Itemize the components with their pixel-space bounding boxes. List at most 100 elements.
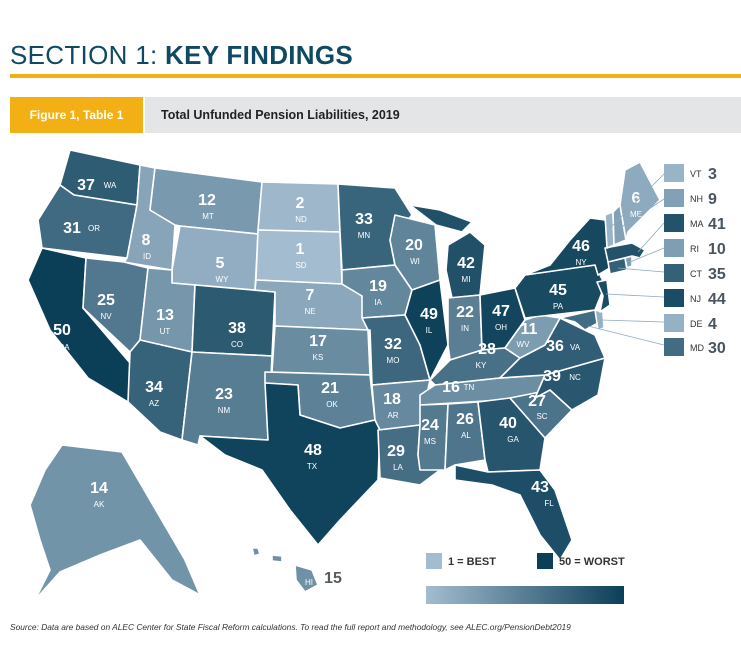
rank-nv: 25 xyxy=(97,292,115,309)
abbr-fl: FL xyxy=(544,499,554,508)
legend-worst-swatch xyxy=(537,553,553,569)
callout-swatch-nj xyxy=(664,289,684,307)
abbr-al: AL xyxy=(461,431,471,440)
rank-ny: 46 xyxy=(572,238,590,255)
label-sd: 1 SD xyxy=(295,241,306,270)
abbr-il: IL xyxy=(426,326,433,335)
rank-mo: 32 xyxy=(384,336,402,353)
abbr-tx: TX xyxy=(307,462,318,471)
label-co: 38 CO xyxy=(228,320,246,349)
label-ks: 17 KS xyxy=(309,333,327,362)
state-fl xyxy=(454,464,573,561)
rank-va: 36 xyxy=(546,338,564,355)
label-tn: 16 TN xyxy=(442,379,474,396)
abbr-mi: MI xyxy=(462,275,471,284)
state-ak xyxy=(29,444,201,601)
callout-rank-nh: 9 xyxy=(708,191,717,208)
abbr-or: OR xyxy=(88,224,100,233)
rank-wv: 11 xyxy=(521,321,538,338)
label-oh: 47 OH xyxy=(492,303,510,332)
rank-ks: 17 xyxy=(309,333,327,350)
rank-ut: 13 xyxy=(156,307,174,324)
callout-rank-nj: 44 xyxy=(708,291,726,308)
rank-wi: 20 xyxy=(405,237,423,254)
label-ky: 28 KY xyxy=(476,341,496,370)
abbr-sc: SC xyxy=(536,412,547,421)
callout-abbr-vt: VT xyxy=(690,169,702,179)
callout-nh: NH 9 xyxy=(619,189,717,229)
callout-rank-ct: 35 xyxy=(708,266,726,283)
legend-worst-label: 50 = WORST xyxy=(559,556,625,568)
label-ne: 7 NE xyxy=(304,287,315,316)
callout-abbr-nj: NJ xyxy=(690,294,701,304)
label-hi: HI 15 xyxy=(305,570,342,587)
label-ia: 19 IA xyxy=(369,278,387,307)
callout-rank-ma: 41 xyxy=(708,216,726,233)
label-mi: 42 MI xyxy=(457,255,475,284)
rank-pa: 45 xyxy=(549,282,567,299)
label-az: 34 AZ xyxy=(145,379,163,408)
abbr-ks: KS xyxy=(313,353,324,362)
abbr-ms: MS xyxy=(424,437,436,446)
abbr-nv: NV xyxy=(100,312,112,321)
label-ca: 50 CA xyxy=(53,322,71,352)
callout-abbr-nh: NH xyxy=(690,194,703,204)
figure-tab: Figure 1, Table 1 xyxy=(10,97,143,133)
rank-me: 6 xyxy=(632,190,641,207)
callout-md: MD 30 xyxy=(587,325,726,357)
callout-ri: RI 10 xyxy=(629,239,726,263)
rank-al: 26 xyxy=(456,411,474,428)
label-me: 6 ME xyxy=(630,190,642,219)
abbr-mt: MT xyxy=(202,212,214,221)
label-id: 8 ID xyxy=(142,232,152,261)
rank-ky: 28 xyxy=(478,341,496,358)
label-mo: 32 MO xyxy=(384,336,402,365)
callout-rank-de: 4 xyxy=(708,316,717,333)
rank-ga: 40 xyxy=(499,415,517,432)
callout-rank-ri: 10 xyxy=(708,241,726,258)
rank-ak: 14 xyxy=(90,480,108,497)
state-hi-islands-2 xyxy=(271,554,283,563)
label-ak: 14 AK xyxy=(90,480,108,509)
rank-mn: 33 xyxy=(355,211,373,228)
label-va: 36 VA xyxy=(546,338,581,355)
abbr-ak: AK xyxy=(94,500,105,509)
label-pa: 45 PA xyxy=(549,282,567,311)
label-ny: 46 NY xyxy=(572,238,590,267)
callout-ct: CT 35 xyxy=(617,264,726,283)
callout-swatch-ri xyxy=(664,239,684,257)
rank-tn: 16 xyxy=(442,379,460,396)
rank-hi: 15 xyxy=(324,570,342,587)
callout-swatch-de xyxy=(664,314,684,332)
state-hi xyxy=(294,564,319,593)
abbr-ok: OK xyxy=(326,400,338,409)
rank-oh: 47 xyxy=(492,303,510,320)
callout-abbr-ri: RI xyxy=(690,244,699,254)
label-wa: 37 WA xyxy=(77,177,117,194)
rank-nm: 23 xyxy=(215,386,233,403)
callout-ma: MA 41 xyxy=(637,214,726,253)
state-md xyxy=(559,309,601,331)
rank-sc: 27 xyxy=(528,393,546,410)
abbr-nc: NC xyxy=(569,373,581,382)
callout-nj: NJ 44 xyxy=(605,289,726,308)
label-la: 29 LA xyxy=(387,443,405,472)
callout-de: DE 4 xyxy=(600,314,717,333)
callout-abbr-md: MD xyxy=(690,343,704,353)
label-ok: 21 OK xyxy=(321,380,339,409)
rank-ms: 24 xyxy=(421,417,439,434)
callout-abbr-ct: CT xyxy=(690,269,702,279)
legend-gradient-bar xyxy=(426,586,624,604)
callout-abbr-de: DE xyxy=(690,319,703,329)
rank-or: 31 xyxy=(63,220,81,237)
abbr-ca: CA xyxy=(58,343,70,352)
rank-nd: 2 xyxy=(296,195,305,212)
label-ms: 24 MS xyxy=(421,417,439,446)
callout-swatch-md xyxy=(664,338,684,356)
label-wi: 20 WI xyxy=(405,237,423,266)
callout-swatch-vt xyxy=(664,164,684,182)
label-ga: 40 GA xyxy=(499,415,519,444)
abbr-in: IN xyxy=(461,324,469,333)
label-wv: 11 WV xyxy=(517,321,538,349)
rank-ok: 21 xyxy=(321,380,339,397)
